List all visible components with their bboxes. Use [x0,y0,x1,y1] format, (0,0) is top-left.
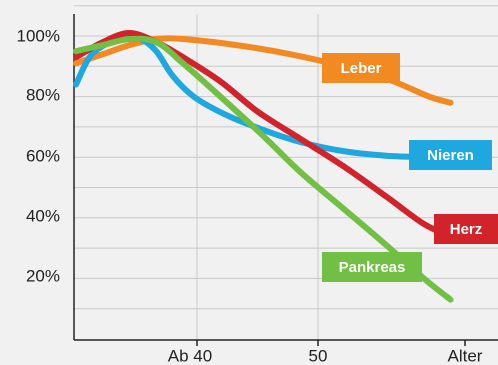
x-tick-label: 50 [309,346,328,365]
y-tick-label: 80% [26,85,60,104]
series-label-box-pankreas [322,252,422,282]
y-tick-label: 20% [26,266,60,285]
y-tick-label: 100% [17,26,60,45]
x-axis-labels: Ab 40 50 Alter [168,346,483,365]
series-line-leber [73,35,454,106]
series-label-box-herz [434,214,498,244]
series-label-nieren: Nieren [427,147,474,164]
series-label-leber: Leber [341,60,382,77]
series-label-box-leber [322,53,400,83]
y-tick-label: 60% [26,146,60,165]
series-label-herz: Herz [450,221,483,238]
x-axis-ticks [196,340,466,346]
series-lines [73,30,454,303]
series-line-herz [73,30,454,239]
x-tick-label: Alter [448,346,483,365]
series-label-box-nieren [409,140,492,170]
y-axis-labels: 100% 80% 60% 40% 20% [17,26,60,285]
x-tick-label: Ab 40 [168,346,212,365]
series-line-pankreas [73,35,454,303]
y-tick-label: 40% [26,206,60,225]
series-label-pankreas: Pankreas [339,259,406,276]
series-labels: Leber Nieren Herz Pankreas [322,53,498,282]
